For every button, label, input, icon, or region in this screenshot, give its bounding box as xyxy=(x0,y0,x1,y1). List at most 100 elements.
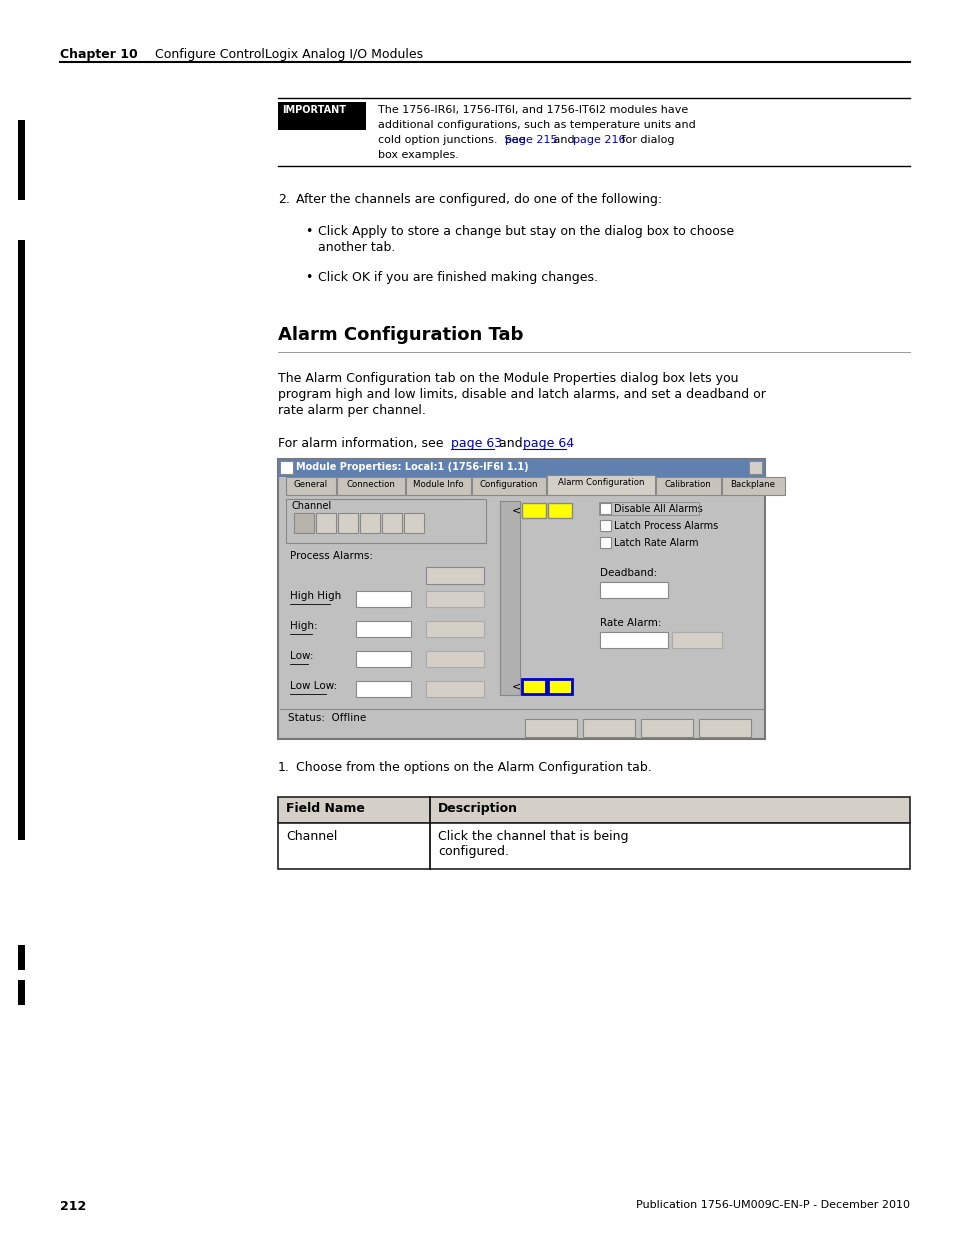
Text: .: . xyxy=(566,437,571,450)
Text: program high and low limits, disable and latch alarms, and set a deadband or: program high and low limits, disable and… xyxy=(277,388,765,401)
Bar xyxy=(599,503,610,514)
Bar xyxy=(598,501,699,515)
Text: Latch Process Alarms: Latch Process Alarms xyxy=(614,521,718,531)
Text: Click Apply to store a change but stay on the dialog box to choose: Click Apply to store a change but stay o… xyxy=(317,225,734,238)
Text: High:: High: xyxy=(290,621,317,631)
Text: •: • xyxy=(305,225,312,238)
Text: another tab.: another tab. xyxy=(317,241,395,254)
Bar xyxy=(355,651,411,667)
Bar xyxy=(582,719,635,737)
Text: Low:: Low: xyxy=(290,651,314,661)
Text: LO: LO xyxy=(523,680,537,690)
Bar xyxy=(18,945,25,969)
Text: <: < xyxy=(512,505,520,515)
Bar xyxy=(521,503,545,517)
Text: page 63: page 63 xyxy=(451,437,501,450)
Text: page 215: page 215 xyxy=(505,135,558,144)
Bar xyxy=(721,477,784,495)
Text: LL: LL xyxy=(550,680,561,690)
Bar xyxy=(599,582,667,598)
Text: cold option junctions.  See: cold option junctions. See xyxy=(377,135,528,144)
Text: additional configurations, such as temperature units and: additional configurations, such as tempe… xyxy=(377,120,695,130)
Text: Disable All Alarms: Disable All Alarms xyxy=(614,504,702,514)
Bar xyxy=(426,567,483,584)
Bar xyxy=(286,499,485,543)
Bar xyxy=(499,501,519,695)
Text: Module Properties: Local:1 (1756-IF6I 1.1): Module Properties: Local:1 (1756-IF6I 1.… xyxy=(295,462,528,472)
Bar xyxy=(699,719,750,737)
Text: <: < xyxy=(512,680,520,692)
Text: 10: 10 xyxy=(358,593,372,603)
Bar xyxy=(18,981,25,1005)
Bar xyxy=(640,719,692,737)
Bar xyxy=(656,477,720,495)
Bar xyxy=(521,679,545,694)
Text: x: x xyxy=(752,462,758,471)
Text: Rate Alarm:: Rate Alarm: xyxy=(599,618,660,629)
Text: Cancel: Cancel xyxy=(591,722,626,732)
Text: Configuration: Configuration xyxy=(479,480,537,489)
Bar xyxy=(355,680,411,697)
Bar xyxy=(277,103,366,130)
Bar xyxy=(280,461,293,474)
Bar xyxy=(546,475,655,495)
Bar xyxy=(426,621,483,637)
Text: Alarm Configuration Tab: Alarm Configuration Tab xyxy=(277,326,523,345)
Bar xyxy=(277,823,909,869)
Bar xyxy=(547,503,572,517)
Bar xyxy=(403,513,423,534)
Bar xyxy=(599,520,610,531)
Bar xyxy=(336,477,405,495)
Text: After the channels are configured, do one of the following:: After the channels are configured, do on… xyxy=(295,193,661,206)
Bar xyxy=(671,632,721,648)
Bar xyxy=(286,477,335,495)
Text: configured.: configured. xyxy=(437,845,509,858)
Text: Deadband:: Deadband: xyxy=(599,568,657,578)
Text: Unatch: Unatch xyxy=(438,622,471,632)
Text: 5: 5 xyxy=(411,516,416,526)
Text: The 1756-IR6I, 1756-IT6I, and 1756-IT6I2 modules have: The 1756-IR6I, 1756-IT6I, and 1756-IT6I2… xyxy=(377,105,687,115)
Text: Click the channel that is being: Click the channel that is being xyxy=(437,830,628,844)
Text: Backplane: Backplane xyxy=(730,480,775,489)
Bar xyxy=(294,513,314,534)
Text: page 216: page 216 xyxy=(573,135,625,144)
Text: HH: HH xyxy=(550,505,565,514)
Text: Process Alarms:: Process Alarms: xyxy=(290,551,373,561)
Text: OK: OK xyxy=(543,722,558,732)
Bar xyxy=(277,459,764,739)
Text: Channel: Channel xyxy=(286,830,337,844)
Text: Unatch: Unatch xyxy=(438,683,471,692)
Text: 2.: 2. xyxy=(277,193,290,206)
Text: Channel: Channel xyxy=(292,501,332,511)
Bar xyxy=(599,537,610,548)
Text: Field Name: Field Name xyxy=(286,802,364,815)
Text: 0: 0 xyxy=(602,634,609,643)
Text: 10: 10 xyxy=(358,622,372,634)
Bar xyxy=(355,592,411,606)
Bar xyxy=(426,680,483,697)
Text: Unlatch All: Unlatch All xyxy=(430,569,479,578)
Text: and: and xyxy=(550,135,578,144)
Text: General: General xyxy=(294,480,328,489)
Bar xyxy=(381,513,401,534)
Bar xyxy=(277,459,764,477)
Bar xyxy=(426,651,483,667)
Text: Apply: Apply xyxy=(652,722,681,732)
Text: Module Info: Module Info xyxy=(413,480,463,489)
Text: -10: -10 xyxy=(358,653,375,663)
Text: and: and xyxy=(495,437,526,450)
Text: The Alarm Configuration tab on the Module Properties dialog box lets you: The Alarm Configuration tab on the Modul… xyxy=(277,372,738,385)
Text: Latch Rate Alarm: Latch Rate Alarm xyxy=(614,538,698,548)
Bar xyxy=(406,477,471,495)
Bar xyxy=(355,621,411,637)
Text: Connection: Connection xyxy=(346,480,395,489)
Text: Unatch: Unatch xyxy=(680,634,712,643)
Text: Publication 1756-UM009C-EN-P - December 2010: Publication 1756-UM009C-EN-P - December … xyxy=(636,1200,909,1210)
Text: 3: 3 xyxy=(367,516,373,526)
Text: Unatch: Unatch xyxy=(438,593,471,601)
Text: Help: Help xyxy=(713,722,736,732)
Text: for dialog: for dialog xyxy=(618,135,674,144)
Bar xyxy=(547,679,572,694)
Text: 2: 2 xyxy=(345,516,351,526)
Text: 212: 212 xyxy=(60,1200,86,1213)
